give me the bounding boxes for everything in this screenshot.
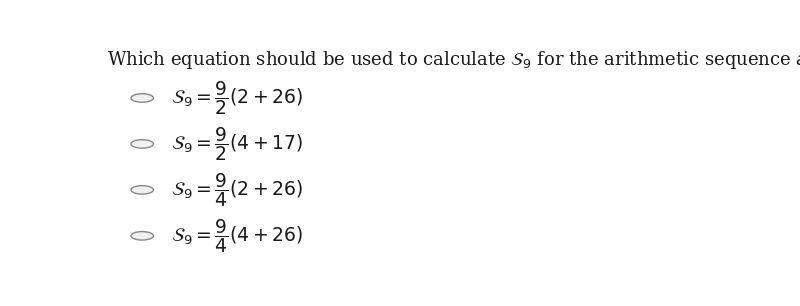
Circle shape: [131, 186, 154, 194]
Circle shape: [131, 232, 154, 240]
Text: $\mathcal{S}_9 = \dfrac{9}{4}(4+26)$: $\mathcal{S}_9 = \dfrac{9}{4}(4+26)$: [171, 217, 303, 255]
Text: Which equation should be used to calculate $\mathcal{S}_9$ for the arithmetic se: Which equation should be used to calcula…: [107, 48, 800, 70]
Text: $\mathcal{S}_9 = \dfrac{9}{4}(2+26)$: $\mathcal{S}_9 = \dfrac{9}{4}(2+26)$: [171, 171, 303, 209]
Circle shape: [131, 140, 154, 148]
Text: $\mathcal{S}_9 = \dfrac{9}{2}(4+17)$: $\mathcal{S}_9 = \dfrac{9}{2}(4+17)$: [171, 125, 303, 163]
Circle shape: [131, 94, 154, 102]
Text: $\mathcal{S}_9 = \dfrac{9}{2}(2+26)$: $\mathcal{S}_9 = \dfrac{9}{2}(2+26)$: [171, 79, 303, 117]
